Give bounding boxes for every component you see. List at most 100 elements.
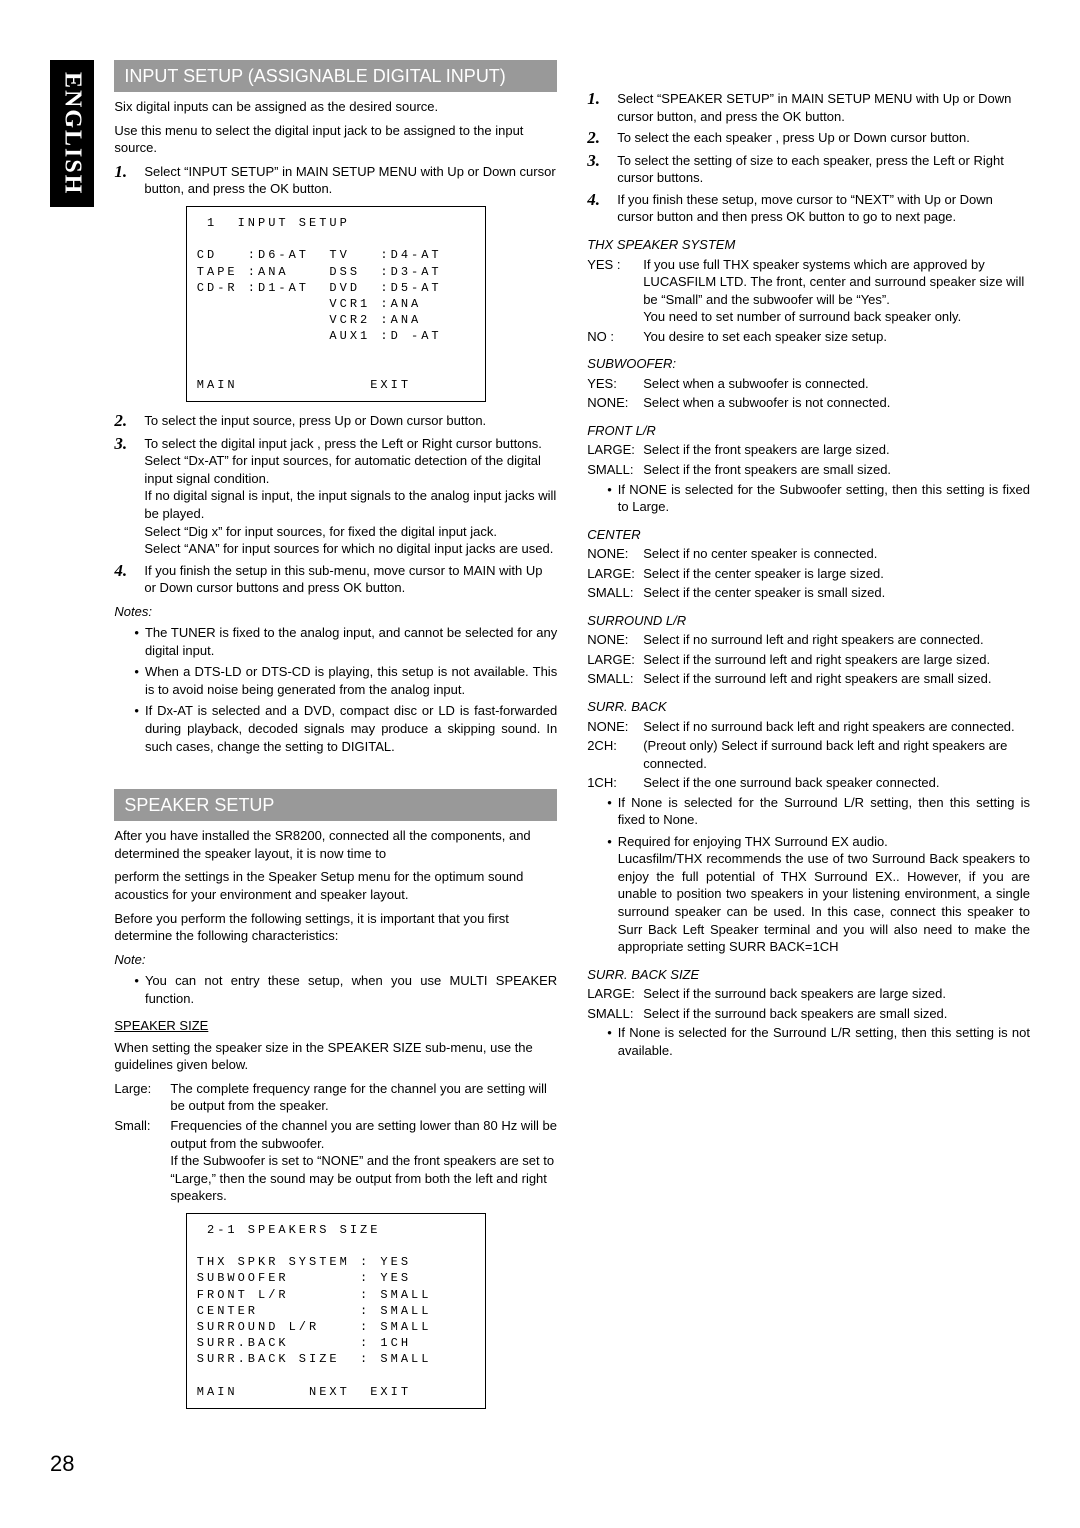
def-text: Select if the surround left and right sp…	[643, 651, 1030, 669]
term-1ch: 1CH:	[587, 774, 637, 792]
notes-label: Notes:	[114, 603, 557, 621]
step-line: To select the digital input jack , press…	[144, 435, 557, 453]
term-small: SMALL:	[587, 584, 637, 602]
step-text: If you finish these setup, move cursor t…	[617, 191, 1030, 226]
step-text: Select “INPUT SETUP” in MAIN SETUP MENU …	[144, 163, 557, 198]
term-yes: YES:	[587, 375, 637, 393]
input-setup-header: INPUT SETUP (ASSIGNABLE DIGITAL INPUT)	[114, 60, 557, 92]
term-large: LARGE:	[587, 651, 637, 669]
note-line: Required for enjoying THX Surround EX au…	[618, 833, 1030, 851]
step-text: To select the each speaker , press Up or…	[617, 129, 1030, 148]
front-heading: FRONT L/R	[587, 422, 1030, 440]
def-line: You need to set number of surround back …	[643, 308, 1030, 326]
def-large: The complete frequency range for the cha…	[170, 1080, 557, 1115]
speaker-intro: Before you perform the following setting…	[114, 910, 557, 945]
note-label: Note:	[114, 951, 557, 969]
bullet-icon: •	[134, 624, 139, 659]
def-line: If the Subwoofer is set to “NONE” and th…	[170, 1152, 557, 1205]
step-line: If no digital signal is input, the input…	[144, 487, 557, 522]
term-yes: YES :	[587, 256, 637, 326]
note-text: If None is selected for the Surround L/R…	[618, 1024, 1030, 1059]
step-number: 1.	[114, 163, 134, 198]
def-text: Select if no surround back left and righ…	[643, 718, 1030, 736]
def-text: Select when a subwoofer is not connected…	[643, 394, 1030, 412]
note-text: If None is selected for the Surround L/R…	[618, 794, 1030, 829]
speaker-intro: perform the settings in the Speaker Setu…	[114, 868, 557, 903]
def-text: Select if no surround left and right spe…	[643, 631, 1030, 649]
term-small: SMALL:	[587, 670, 637, 688]
right-column: 1. Select “SPEAKER SETUP” in MAIN SETUP …	[587, 60, 1030, 1419]
def-text: Select if the front speakers are large s…	[643, 441, 1030, 459]
bullet-icon: •	[607, 1024, 612, 1059]
note-text: When a DTS-LD or DTS-CD is playing, this…	[145, 663, 557, 698]
step-number: 2.	[114, 412, 134, 431]
step-line: Select “Dig x” for input sources, for fi…	[144, 523, 557, 541]
bullet-icon: •	[607, 481, 612, 516]
step-line: Select “ANA” for input sources for which…	[144, 540, 557, 558]
note-text: If NONE is selected for the Subwoofer se…	[618, 481, 1030, 516]
term-small: SMALL:	[587, 1005, 637, 1023]
def-line: Frequencies of the channel you are setti…	[170, 1117, 557, 1152]
term-large: LARGE:	[587, 985, 637, 1003]
step-number: 1.	[587, 90, 607, 125]
size-intro: When setting the speaker size in the SPE…	[114, 1039, 557, 1074]
def-text: You desire to set each speaker size setu…	[643, 328, 1030, 346]
term-no: NO :	[587, 328, 637, 346]
note-text: If Dx-AT is selected and a DVD, compact …	[145, 702, 557, 755]
bullet-icon: •	[607, 833, 612, 956]
note-text: Required for enjoying THX Surround EX au…	[618, 833, 1030, 956]
step-number: 4.	[587, 191, 607, 226]
def-text: Select if the surround left and right sp…	[643, 670, 1030, 688]
def-text: If you use full THX speaker systems whic…	[643, 256, 1030, 326]
bullet-icon: •	[134, 663, 139, 698]
term-small: SMALL:	[587, 461, 637, 479]
speaker-intro: After you have installed the SR8200, con…	[114, 827, 557, 862]
center-heading: CENTER	[587, 526, 1030, 544]
def-small: Frequencies of the channel you are setti…	[170, 1117, 557, 1205]
step-text: To select the digital input jack , press…	[144, 435, 557, 558]
step-text: To select the input source, press Up or …	[144, 412, 557, 431]
subwoofer-heading: SUBWOOFER:	[587, 355, 1030, 373]
term-small: Small:	[114, 1117, 164, 1205]
def-text: Select when a subwoofer is connected.	[643, 375, 1030, 393]
term-none: NONE:	[587, 718, 637, 736]
step-number: 2.	[587, 129, 607, 148]
def-text: (Preout only) Select if surround back le…	[643, 737, 1030, 772]
osd-input-setup: 1 INPUT SETUP CD :D6-AT TV :D4-AT TAPE :…	[186, 206, 486, 402]
step-number: 3.	[587, 152, 607, 187]
def-line: If you use full THX speaker systems whic…	[643, 256, 1030, 309]
note-text: You can not entry these setup, when you …	[145, 972, 557, 1007]
step-text: Select “SPEAKER SETUP” in MAIN SETUP MEN…	[617, 90, 1030, 125]
def-text: Select if the one surround back speaker …	[643, 774, 1030, 792]
osd-speakers-size: 2-1 SPEAKERS SIZE THX SPKR SYSTEM : YES …	[186, 1213, 486, 1409]
page-number: 28	[50, 1449, 1030, 1479]
step-text: If you finish the setup in this sub-menu…	[144, 562, 557, 597]
thx-heading: THX SPEAKER SYSTEM	[587, 236, 1030, 254]
note-text: The TUNER is fixed to the analog input, …	[145, 624, 557, 659]
term-large: Large:	[114, 1080, 164, 1115]
term-none: NONE:	[587, 394, 637, 412]
def-text: Select if the center speaker is large si…	[643, 565, 1030, 583]
term-large: LARGE:	[587, 565, 637, 583]
surround-heading: SURROUND L/R	[587, 612, 1030, 630]
intro-text-2: Use this menu to select the digital inpu…	[114, 122, 557, 157]
term-large: LARGE:	[587, 441, 637, 459]
def-text: Select if the surround back speakers are…	[643, 1005, 1030, 1023]
intro-text: Six digital inputs can be assigned as th…	[114, 98, 557, 116]
step-text: To select the setting of size to each sp…	[617, 152, 1030, 187]
surrback-heading: SURR. BACK	[587, 698, 1030, 716]
bullet-icon: •	[134, 702, 139, 755]
step-number: 3.	[114, 435, 134, 558]
def-text: Select if no center speaker is connected…	[643, 545, 1030, 563]
note-line: Lucasfilm/THX recommends the use of two …	[618, 850, 1030, 955]
bullet-icon: •	[607, 794, 612, 829]
step-line: Select “Dx-AT” for input sources, for au…	[144, 452, 557, 487]
left-column: INPUT SETUP (ASSIGNABLE DIGITAL INPUT) S…	[114, 60, 557, 1419]
term-none: NONE:	[587, 545, 637, 563]
step-number: 4.	[114, 562, 134, 597]
speaker-size-heading: SPEAKER SIZE	[114, 1017, 557, 1035]
term-none: NONE:	[587, 631, 637, 649]
bullet-icon: •	[134, 972, 139, 1007]
def-text: Select if the surround back speakers are…	[643, 985, 1030, 1003]
surrback-size-heading: SURR. BACK SIZE	[587, 966, 1030, 984]
